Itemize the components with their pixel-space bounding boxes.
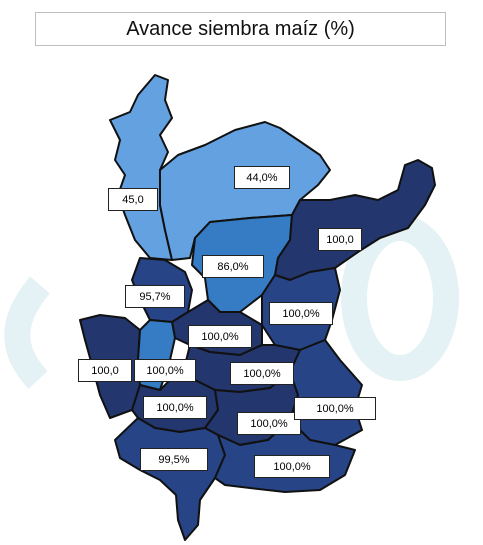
label-oeste: 100,0 [78,359,132,382]
label-centro-sur-oeste: 100,0% [134,359,196,382]
label-centro-norte: 86,0% [202,255,264,278]
label-sur: 100,0% [254,455,330,478]
label-sur-oeste: 99,5% [140,448,208,471]
region-sur-oeste[interactable] [114,417,226,541]
label-centro: 100,0% [188,325,252,348]
region-norte-este[interactable] [159,121,331,261]
label-sureste: 100,0% [294,397,376,420]
label-centro-sur: 100,0% [230,362,294,385]
label-este-1: 100,0% [269,302,333,325]
label-sur-centro: 100,0% [237,412,301,435]
label-norte-oeste: 45,0 [108,188,158,211]
label-norte-este: 44,0% [234,166,290,189]
label-sur-centro-oeste: 100,0% [143,396,207,419]
label-noreste: 100,0 [318,228,362,251]
label-centro-oeste: 95,7% [125,285,185,308]
map-title: Avance siembra maíz (%) [35,12,446,46]
